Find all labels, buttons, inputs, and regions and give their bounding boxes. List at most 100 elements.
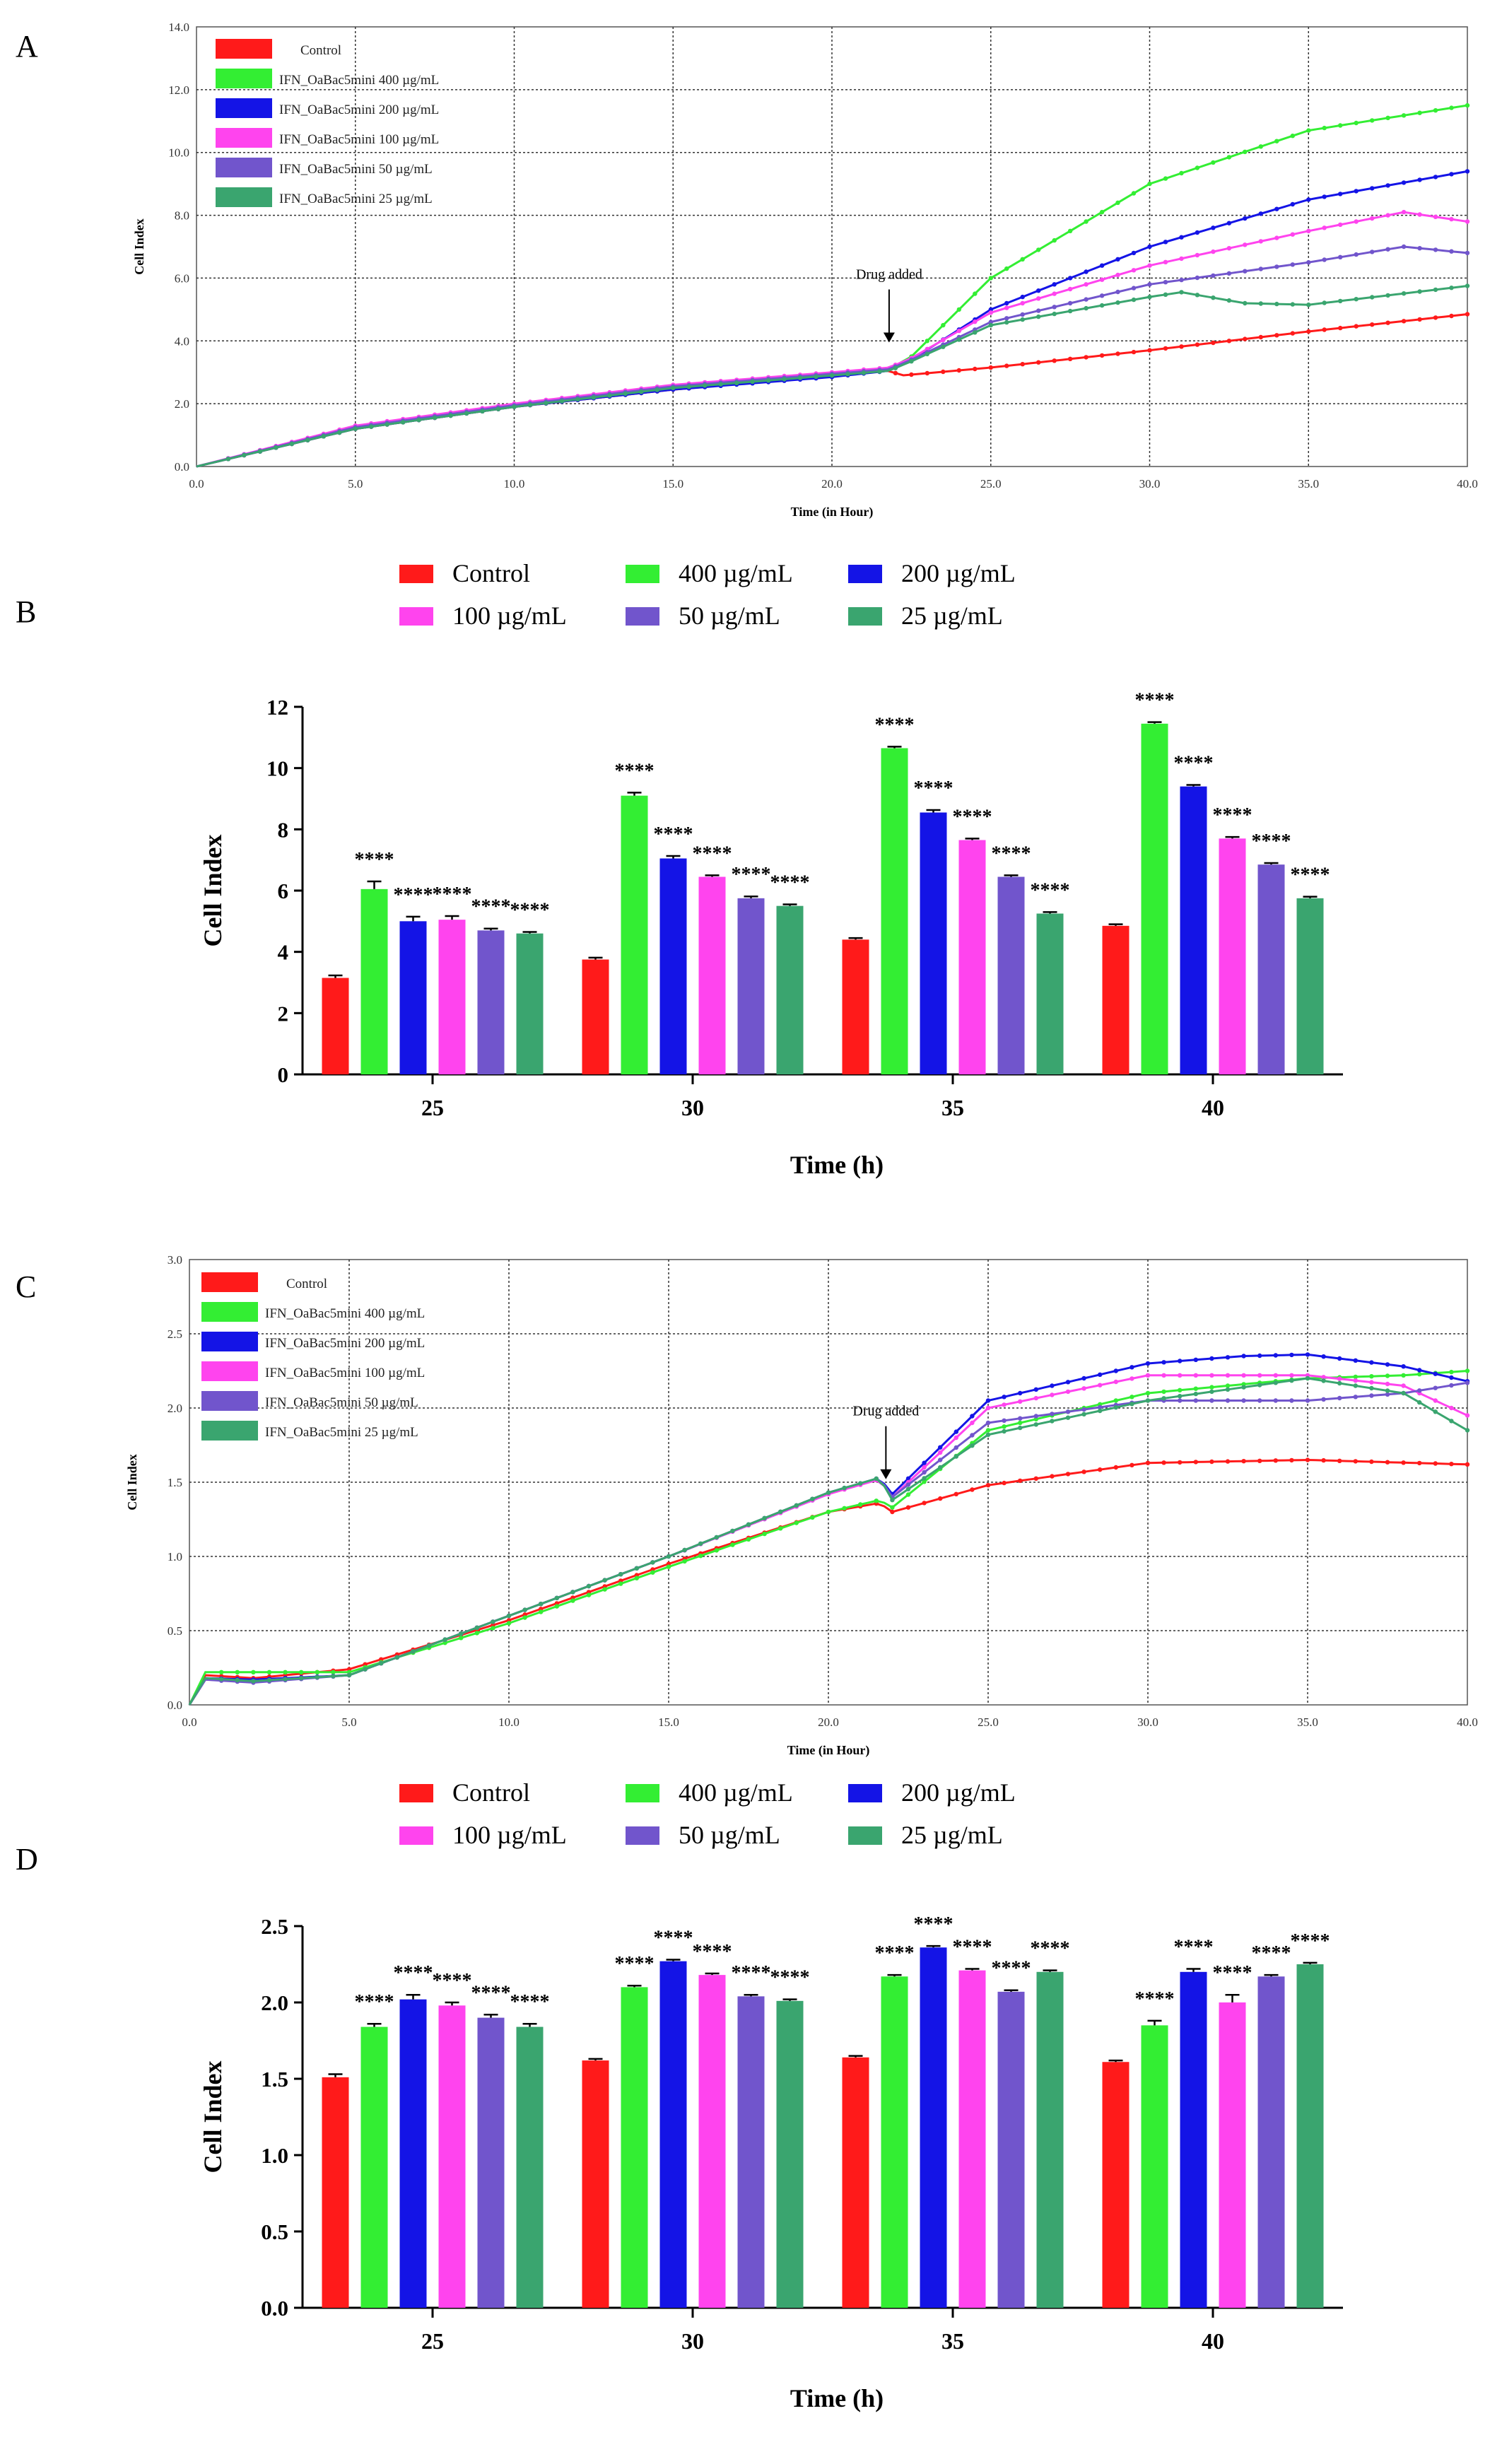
data-point: [734, 380, 739, 385]
data-point: [591, 395, 597, 400]
y-tick-label: 2.0: [261, 1990, 288, 2015]
data-point: [1290, 134, 1296, 139]
data-point: [1354, 324, 1359, 329]
data-point: [954, 1454, 959, 1459]
data-point: [941, 337, 946, 343]
data-point: [1337, 1356, 1342, 1361]
y-tick-label: 6.0: [175, 271, 189, 285]
significance-marker: ****: [732, 1962, 771, 1984]
bar-c400: [1141, 2025, 1168, 2308]
data-point: [682, 1559, 687, 1564]
bar-c200: [659, 858, 687, 1074]
data-point: [1179, 170, 1184, 176]
data-point: [890, 1509, 895, 1515]
significance-marker: ****: [770, 1967, 810, 1989]
x-tick-label: 5.0: [341, 1715, 356, 1729]
data-point: [522, 1607, 527, 1612]
data-point: [810, 1515, 815, 1520]
significance-marker: ****: [1135, 1988, 1175, 2010]
data-point: [826, 1490, 831, 1495]
data-point: [845, 372, 850, 377]
data-point: [331, 1674, 336, 1679]
data-point: [570, 1598, 575, 1603]
data-point: [474, 1631, 479, 1636]
data-point: [1163, 346, 1168, 351]
data-point: [1449, 286, 1454, 291]
panel-label-b: B: [16, 594, 36, 629]
data-point: [506, 1613, 512, 1619]
data-point: [1131, 297, 1137, 303]
data-point: [1099, 209, 1105, 215]
significance-marker: ****: [693, 843, 732, 864]
data-point: [299, 1670, 304, 1674]
legend-label: IFN_OaBac5mini 100 µg/mL: [279, 132, 439, 147]
data-point: [985, 1405, 991, 1411]
data-point: [941, 322, 946, 328]
data-point: [1258, 266, 1264, 271]
bar-c50: [477, 2017, 505, 2308]
data-point: [1161, 1360, 1166, 1365]
data-point: [1067, 286, 1073, 292]
data-point: [1163, 240, 1168, 245]
series-markers-c50: [225, 244, 1470, 462]
bar-c50: [997, 876, 1025, 1074]
data-point: [1115, 272, 1120, 278]
data-point: [1243, 300, 1248, 306]
data-point: [1098, 1404, 1103, 1410]
data-point: [1195, 252, 1200, 258]
data-point: [1081, 1375, 1086, 1381]
data-point: [251, 1670, 256, 1674]
x-tick-label: 30: [681, 2328, 704, 2354]
x-axis-label: Time (h): [790, 2384, 884, 2412]
data-point: [666, 1554, 671, 1559]
data-point: [1306, 228, 1311, 233]
bar-c400: [621, 795, 648, 1074]
data-point: [941, 344, 946, 349]
panel-d-bar-chart: Control 400 µg/mL 200 µg/mL 100 µg/mL 50 µg/…: [199, 1778, 1343, 2412]
bar-c50: [1257, 864, 1285, 1074]
legend-swatch-c50: [216, 158, 272, 177]
x-tick-label: 25: [421, 1095, 444, 1120]
data-point: [1273, 1380, 1279, 1385]
bar-control: [322, 2077, 349, 2308]
x-tick-label: 40.0: [1457, 477, 1478, 491]
significance-marker: ****: [1031, 1938, 1070, 1960]
data-point: [522, 1615, 527, 1620]
data-point: [1401, 291, 1407, 296]
data-point: [506, 1621, 512, 1626]
data-point: [618, 1572, 623, 1577]
data-point: [1036, 314, 1041, 319]
bar-c25: [776, 905, 804, 1074]
data-point: [1449, 1375, 1454, 1380]
annotation-arrow-head: [883, 332, 895, 343]
legend-label: 25 µg/mL: [901, 602, 1003, 630]
data-point: [1353, 1383, 1359, 1388]
data-point: [225, 457, 231, 462]
data-point: [1098, 1383, 1103, 1388]
y-tick-label: 2.5: [168, 1327, 182, 1341]
significance-marker: ****: [914, 778, 954, 799]
y-tick-label: 1.5: [261, 2067, 288, 2092]
data-point: [1433, 315, 1438, 320]
data-point: [1130, 1402, 1134, 1407]
data-point: [1163, 259, 1168, 264]
data-point: [1274, 139, 1279, 143]
data-point: [1178, 1398, 1183, 1403]
data-point: [1241, 1354, 1246, 1359]
y-tick-label: 8.0: [175, 209, 189, 223]
data-point: [985, 1398, 991, 1403]
bar-c100: [958, 840, 986, 1074]
data-point: [655, 387, 659, 392]
data-point: [956, 328, 962, 334]
x-tick-label: 20.0: [821, 477, 843, 491]
data-point: [491, 1626, 495, 1631]
data-point: [305, 438, 310, 442]
bar-c25: [516, 2026, 544, 2308]
data-point: [1226, 339, 1232, 344]
data-point: [1209, 1389, 1214, 1395]
data-point: [1004, 363, 1009, 368]
panel-label-c: C: [16, 1269, 36, 1304]
data-point: [1257, 1373, 1262, 1378]
data-point: [1211, 340, 1216, 346]
y-tick-label: 2.0: [168, 1402, 182, 1415]
